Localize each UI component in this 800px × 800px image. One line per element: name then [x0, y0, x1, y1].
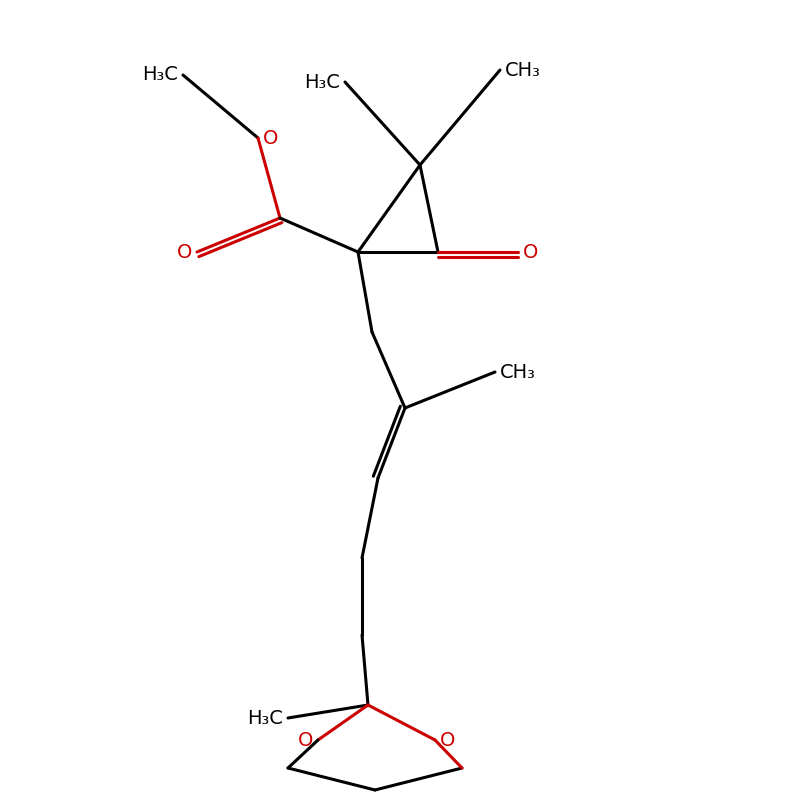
Text: H₃C: H₃C: [142, 66, 178, 85]
Text: CH₃: CH₃: [500, 362, 536, 382]
Text: O: O: [440, 730, 455, 750]
Text: H₃C: H₃C: [304, 73, 340, 91]
Text: O: O: [523, 242, 538, 262]
Text: H₃C: H₃C: [247, 709, 283, 727]
Text: O: O: [263, 129, 278, 147]
Text: O: O: [177, 242, 192, 262]
Text: CH₃: CH₃: [505, 61, 541, 79]
Text: O: O: [298, 730, 313, 750]
